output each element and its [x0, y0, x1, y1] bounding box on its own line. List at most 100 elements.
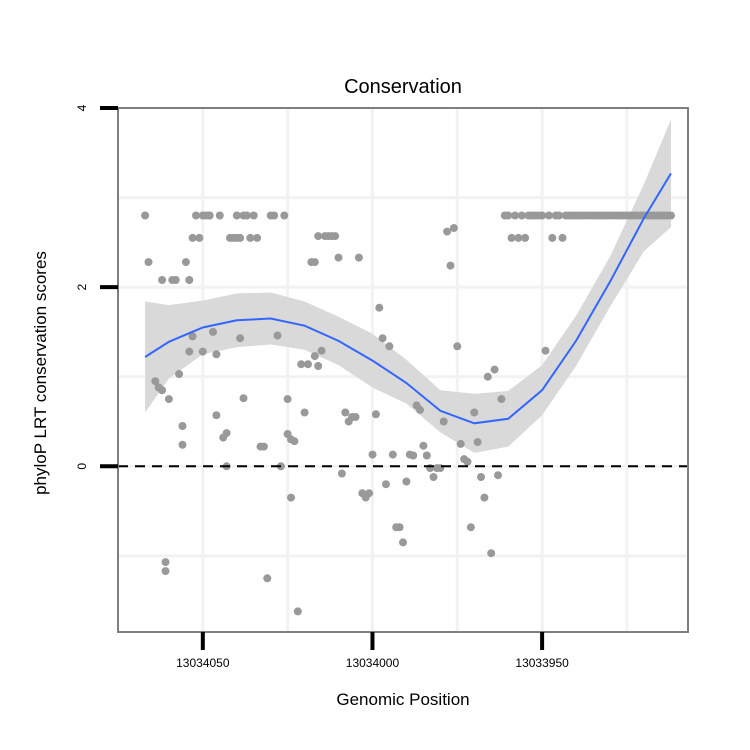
- data-point: [212, 350, 221, 359]
- data-point: [141, 211, 150, 220]
- data-point: [385, 342, 394, 351]
- data-point: [341, 408, 350, 417]
- data-point: [188, 332, 197, 341]
- data-point: [246, 233, 255, 242]
- data-point: [395, 523, 404, 532]
- data-point: [351, 413, 360, 421]
- data-point: [378, 334, 387, 343]
- data-point: [263, 574, 272, 583]
- data-point: [185, 276, 194, 284]
- data-point: [334, 253, 343, 262]
- data-point: [178, 422, 187, 430]
- data-point: [304, 360, 312, 369]
- data-point: [667, 211, 675, 220]
- data-point: [429, 473, 438, 481]
- data-point: [270, 211, 279, 220]
- data-point: [297, 360, 306, 369]
- y-axis: 0 2 4: [75, 104, 118, 470]
- data-point: [215, 211, 224, 220]
- data-point: [249, 211, 258, 220]
- data-point: [365, 489, 374, 498]
- data-point: [144, 258, 153, 267]
- data-point: [544, 211, 553, 220]
- data-point: [212, 411, 221, 420]
- data-point: [507, 233, 516, 242]
- data-point: [171, 276, 180, 284]
- data-point: [494, 471, 502, 480]
- data-point: [473, 438, 482, 447]
- data-point: [314, 362, 323, 370]
- smooth-trend-line: [144, 172, 672, 425]
- data-point: [293, 607, 302, 616]
- y-axis-label: phyloP LRT conservation scores: [31, 251, 50, 495]
- data-point: [470, 408, 479, 417]
- data-point: [480, 493, 489, 502]
- data-point: [453, 342, 462, 351]
- data-point: [161, 567, 170, 576]
- data-point: [416, 405, 424, 414]
- y-tick-label: 4: [75, 104, 89, 111]
- data-point: [466, 523, 475, 532]
- data-point: [310, 258, 319, 267]
- data-point: [178, 440, 187, 449]
- data-point: [456, 439, 465, 448]
- data-point: [158, 386, 167, 395]
- data-point: [161, 558, 170, 567]
- x-axis: 13034050 13034000 13033950: [176, 632, 569, 670]
- data-point: [181, 258, 190, 267]
- data-point: [497, 395, 506, 404]
- data-point: [287, 493, 295, 502]
- data-point: [198, 347, 207, 356]
- data-point: [558, 233, 567, 242]
- data-point: [541, 346, 550, 355]
- data-point: [382, 480, 390, 489]
- chart-title: Conservation: [344, 76, 462, 98]
- data-point: [331, 232, 340, 241]
- data-point: [463, 457, 472, 466]
- data-point: [158, 276, 167, 284]
- data-point: [236, 233, 245, 242]
- data-points: [141, 211, 675, 616]
- data-point: [419, 441, 428, 450]
- data-point: [205, 211, 214, 220]
- data-point: [422, 451, 431, 460]
- data-point: [314, 232, 323, 241]
- data-point: [399, 538, 407, 547]
- y-tick-label: 0: [75, 463, 89, 470]
- data-point: [477, 473, 485, 481]
- data-point: [337, 469, 346, 478]
- data-point: [222, 429, 231, 438]
- data-point: [300, 408, 309, 417]
- x-tick-label: 13034000: [346, 656, 400, 670]
- data-point: [188, 233, 197, 242]
- x-tick-label: 13033950: [515, 656, 569, 670]
- data-point: [242, 211, 251, 220]
- x-tick-label: 13034050: [176, 656, 230, 670]
- panel-border: [117, 107, 689, 633]
- data-point: [375, 303, 384, 312]
- data-point: [232, 211, 241, 220]
- data-point: [209, 327, 217, 336]
- data-point: [280, 211, 289, 220]
- x-axis-label: Genomic Position: [336, 690, 469, 709]
- data-point: [446, 261, 455, 270]
- data-point: [236, 334, 245, 343]
- data-point: [439, 417, 448, 426]
- data-point: [371, 410, 380, 419]
- y-tick-label: 2: [75, 283, 89, 290]
- data-point: [317, 346, 326, 355]
- data-point: [192, 211, 200, 220]
- data-point: [151, 377, 160, 386]
- data-point: [259, 442, 268, 451]
- data-point: [514, 233, 523, 242]
- data-point: [239, 394, 248, 403]
- data-point: [521, 233, 530, 242]
- data-point: [310, 352, 319, 361]
- data-point: [164, 395, 173, 404]
- data-point: [368, 450, 377, 459]
- data-point: [354, 253, 363, 262]
- data-point: [511, 211, 519, 220]
- data-point: [487, 549, 496, 558]
- data-point: [409, 451, 418, 460]
